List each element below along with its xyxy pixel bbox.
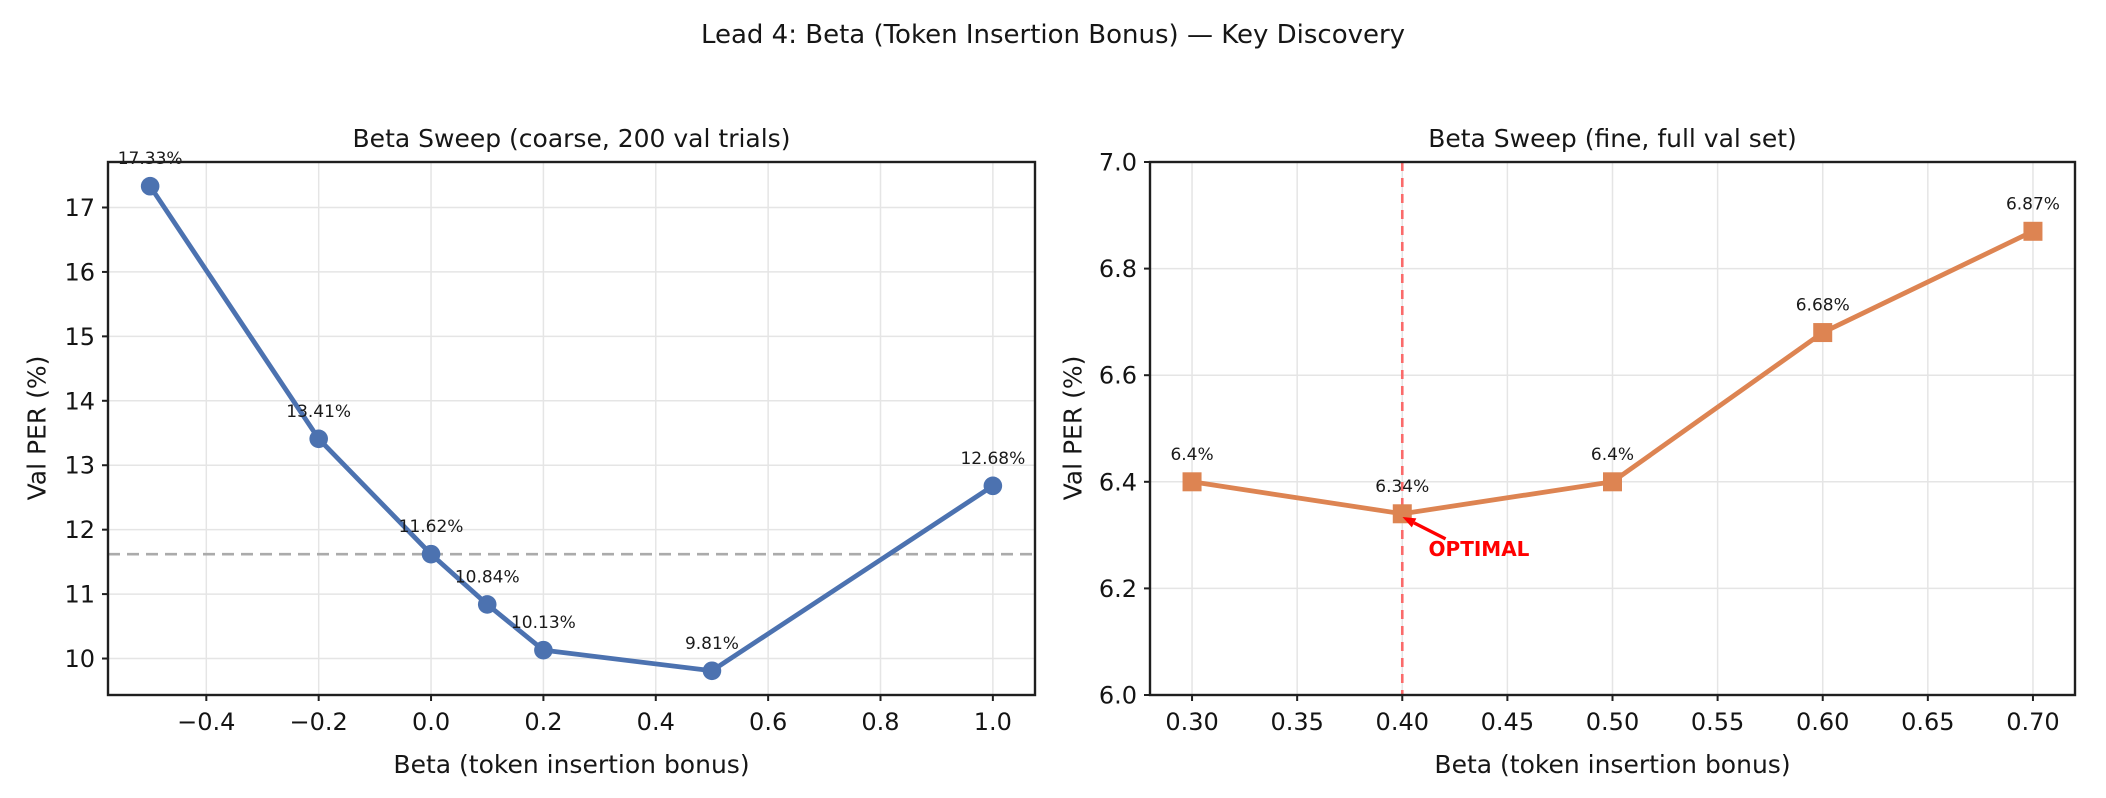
coarse-beta-sweep-plot: 17.33% 13.41% 11.62% 10.84% 10.13% 9.81% 12.68…	[64, 149, 1037, 736]
svg-text:0.65: 0.65	[1901, 708, 1954, 736]
svg-text:0.6: 0.6	[749, 708, 787, 736]
fine-y-axis-label: Val PER (%)	[1058, 355, 1088, 501]
svg-text:−0.2: −0.2	[290, 708, 348, 736]
svg-text:6.2: 6.2	[1099, 575, 1137, 603]
svg-text:17.33%: 17.33%	[118, 149, 183, 169]
svg-text:0.2: 0.2	[524, 708, 562, 736]
svg-text:0.55: 0.55	[1691, 708, 1744, 736]
svg-text:6.4%: 6.4%	[1170, 445, 1213, 465]
svg-text:6.8: 6.8	[1099, 255, 1137, 283]
fine-beta-sweep-plot: 6.4% 6.34% 6.4% 6.68% 6.87% OPTIMAL 0.30 0.35 0.…	[1099, 149, 2077, 736]
svg-text:0.40: 0.40	[1376, 708, 1429, 736]
svg-text:10: 10	[64, 645, 95, 673]
svg-text:13: 13	[64, 452, 95, 480]
svg-text:0.8: 0.8	[861, 708, 899, 736]
svg-text:6.68%: 6.68%	[1796, 296, 1850, 316]
svg-text:6.4: 6.4	[1099, 468, 1137, 496]
svg-text:16: 16	[64, 258, 95, 286]
svg-text:6.4%: 6.4%	[1591, 445, 1634, 465]
svg-text:12: 12	[64, 516, 95, 544]
svg-text:12.68%: 12.68%	[960, 449, 1025, 469]
coarse-x-axis-label: Beta (token insertion bonus)	[393, 750, 750, 779]
coarse-beta-sweep-panel: 17.33% 13.41% 11.62% 10.84% 10.13% 9.81% 12.68…	[0, 0, 1040, 798]
svg-text:9.81%: 9.81%	[685, 634, 739, 654]
svg-text:0.4: 0.4	[637, 708, 675, 736]
svg-text:6.6: 6.6	[1099, 362, 1137, 390]
svg-text:17: 17	[64, 194, 95, 222]
svg-text:13.41%: 13.41%	[286, 402, 351, 422]
svg-text:0.60: 0.60	[1796, 708, 1849, 736]
figure-suptitle: Lead 4: Beta (Token Insertion Bonus) — K…	[700, 20, 1406, 50]
svg-text:6.0: 6.0	[1099, 682, 1137, 710]
svg-text:6.34%: 6.34%	[1375, 477, 1429, 497]
svg-text:10.84%: 10.84%	[455, 567, 520, 587]
fine-beta-sweep-panel: 6.4% 6.34% 6.4% 6.68% 6.87% OPTIMAL 0.30 0.35 0.…	[1040, 0, 2106, 798]
svg-text:11.62%: 11.62%	[399, 517, 464, 537]
svg-text:1.0: 1.0	[974, 708, 1012, 736]
svg-text:−0.4: −0.4	[177, 708, 235, 736]
svg-text:0.70: 0.70	[2006, 708, 2059, 736]
svg-text:OPTIMAL: OPTIMAL	[1429, 537, 1530, 561]
svg-text:0.45: 0.45	[1481, 708, 1534, 736]
svg-text:11: 11	[64, 581, 95, 609]
svg-text:10.13%: 10.13%	[511, 613, 576, 633]
svg-text:14: 14	[64, 387, 95, 415]
svg-text:0.30: 0.30	[1165, 708, 1218, 736]
svg-text:0.50: 0.50	[1586, 708, 1639, 736]
coarse-y-axis-label: Val PER (%)	[22, 355, 52, 501]
fine-x-axis-label: Beta (token insertion bonus)	[1434, 750, 1791, 779]
svg-text:0.0: 0.0	[412, 708, 450, 736]
svg-text:6.87%: 6.87%	[2006, 194, 2060, 214]
svg-text:15: 15	[64, 323, 95, 351]
fine-chart-title: Beta Sweep (fine, full val set)	[1428, 124, 1797, 153]
svg-text:7.0: 7.0	[1099, 149, 1137, 177]
coarse-chart-title: Beta Sweep (coarse, 200 val trials)	[352, 124, 791, 153]
svg-text:0.35: 0.35	[1270, 708, 1323, 736]
